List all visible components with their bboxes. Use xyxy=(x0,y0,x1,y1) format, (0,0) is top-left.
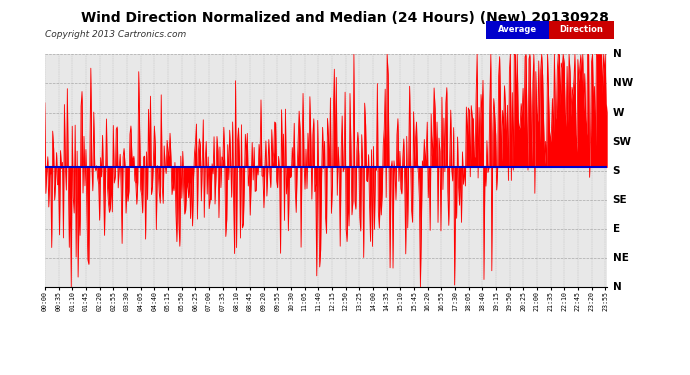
Text: SE: SE xyxy=(613,195,627,205)
Text: E: E xyxy=(613,224,620,234)
Text: SW: SW xyxy=(613,136,632,147)
Text: W: W xyxy=(613,108,624,117)
Text: S: S xyxy=(613,166,620,176)
Text: N: N xyxy=(613,50,622,59)
Text: Average: Average xyxy=(498,26,537,34)
Text: NE: NE xyxy=(613,253,629,263)
Text: Direction: Direction xyxy=(560,26,603,34)
Text: NW: NW xyxy=(613,78,633,88)
Text: Copyright 2013 Cartronics.com: Copyright 2013 Cartronics.com xyxy=(45,30,186,39)
Text: N: N xyxy=(613,282,622,292)
Text: Wind Direction Normalized and Median (24 Hours) (New) 20130928: Wind Direction Normalized and Median (24… xyxy=(81,11,609,25)
